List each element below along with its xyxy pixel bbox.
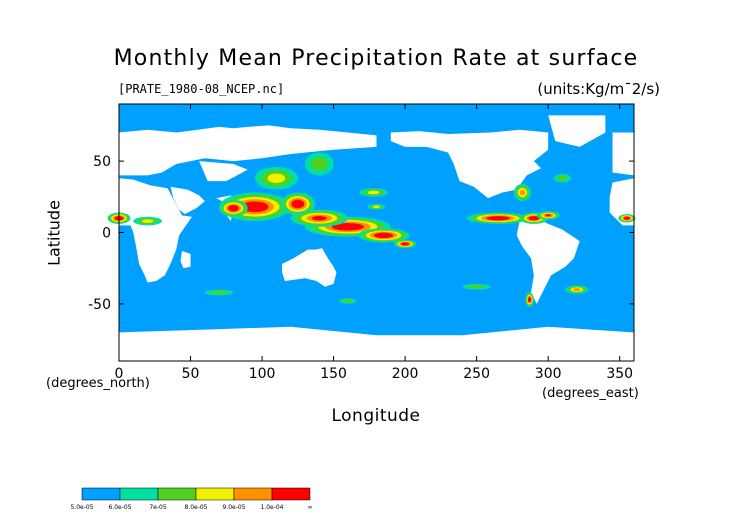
land-mask-11 xyxy=(119,326,634,361)
precip-band-6-level-5 xyxy=(402,242,408,245)
precip-band-11-level-4 xyxy=(545,214,552,217)
precip-band-12-level-3 xyxy=(519,189,526,196)
colorbar-label-4: 9.0e-05 xyxy=(222,504,245,511)
colorbar-label-0: 5.0e-05 xyxy=(70,504,93,511)
precip-band-21-level-5 xyxy=(528,298,531,302)
precip-band-13-level-2 xyxy=(267,173,286,183)
precip-band-22-level-1 xyxy=(557,175,568,181)
colorbar-label-5: 1.0e-04 xyxy=(260,504,283,511)
land-mask-2 xyxy=(170,186,205,214)
precip-band-4-level-5 xyxy=(378,233,390,237)
colorbar: 5.0e-05 6.0e-05 7e-05 8.0e-05 9.0e-05 1.0e-04… xyxy=(70,487,313,511)
x-tick-label-7: 350 xyxy=(606,366,633,382)
x-tick-label-5: 250 xyxy=(463,366,490,382)
precip-band-0-level-5 xyxy=(247,203,263,210)
precip-band-9-level-5 xyxy=(491,216,505,220)
x-tick-label-4: 200 xyxy=(392,366,419,382)
x-tick-label-6: 300 xyxy=(535,366,562,382)
land-mask-9 xyxy=(548,115,606,147)
colorbar-label-6: ∞ xyxy=(308,504,313,511)
colorbar-swatch-2 xyxy=(157,487,197,501)
x-axis-unit: (degrees_east) xyxy=(542,386,639,401)
land-mask-6 xyxy=(199,161,248,182)
precip-band-3-level-5 xyxy=(338,224,358,229)
x-tick-label-0: 0 xyxy=(115,366,124,382)
colorbar-swatch-4 xyxy=(233,487,273,501)
land-mask-10 xyxy=(516,216,580,304)
y-tick-label-0: 50 xyxy=(93,154,111,170)
file-label: [PRATE_1980-08_NCEP.nc] xyxy=(118,82,285,96)
colorbar-swatch-5 xyxy=(271,487,311,501)
colorbar-label-1: 6.0e-05 xyxy=(108,504,131,511)
colorbar-label-2: 7e-05 xyxy=(149,504,166,511)
precip-band-2-level-5 xyxy=(294,201,302,207)
colorbar-label-3: 8.0e-05 xyxy=(184,504,207,511)
colorbar-swatch-1 xyxy=(119,487,159,501)
precip-band-10-level-5 xyxy=(530,216,537,220)
precip-band-14-level-1 xyxy=(310,157,328,171)
x-tick-label-1: 50 xyxy=(182,366,200,382)
precip-band-8-level-5 xyxy=(624,217,629,220)
land-mask-5 xyxy=(612,132,634,176)
x-tick-label-3: 150 xyxy=(320,366,347,382)
colorbar-swatch-0 xyxy=(81,487,121,501)
precip-band-18-level-1 xyxy=(468,285,485,289)
units-label: (units:Kg/m¯2/s) xyxy=(537,80,660,98)
axes-layer: 0 50 100 150 200 250 300 350 50 0 -50 xyxy=(88,103,635,382)
y-tick-label-1: 0 xyxy=(102,226,111,242)
x-tick-label-2: 100 xyxy=(249,366,276,382)
precip-band-23-level-2 xyxy=(141,219,154,223)
land-mask-7 xyxy=(282,248,337,287)
land-mask-3 xyxy=(180,251,191,269)
y-tick-label-2: -50 xyxy=(88,297,111,313)
colorbar-swatch-3 xyxy=(195,487,235,501)
precip-band-16-level-2 xyxy=(372,205,381,208)
land-mask-4 xyxy=(119,125,377,176)
land-mask-8 xyxy=(390,129,549,199)
precip-band-15-level-2 xyxy=(367,190,380,195)
map-layer xyxy=(107,104,636,361)
precip-band-19-level-1 xyxy=(210,290,228,295)
y-axis-unit: (degrees_north) xyxy=(46,376,150,391)
precip-band-20-level-1 xyxy=(342,299,353,303)
x-axis-label: Longitude xyxy=(331,406,421,426)
precip-band-1-level-5 xyxy=(230,206,237,211)
chart-title: Monthly Mean Precipitation Rate at surfa… xyxy=(113,46,639,71)
precip-band-5-level-4 xyxy=(311,216,327,221)
land-mask-0 xyxy=(119,178,192,283)
land-mask-1 xyxy=(609,178,634,226)
precip-band-17-level-3 xyxy=(573,288,581,291)
